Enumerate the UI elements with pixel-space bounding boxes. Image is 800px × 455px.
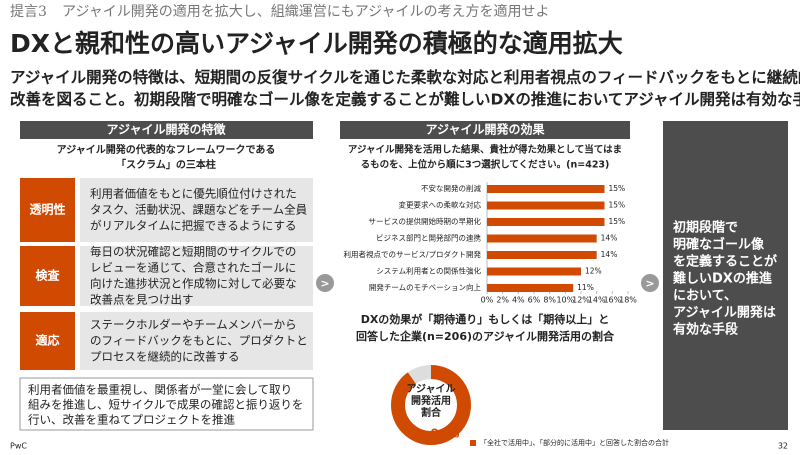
bar	[487, 185, 605, 193]
pillar-label: 検査	[35, 268, 60, 283]
value-label: 12%	[585, 267, 602, 276]
left-heading-bar	[20, 121, 313, 139]
bar	[487, 201, 605, 210]
conclusion-line: において、	[673, 289, 737, 304]
middle-heading: アジャイル開発の効果	[426, 122, 545, 137]
legend-swatch	[470, 440, 476, 446]
bar	[487, 267, 581, 276]
middle-heading-bar	[340, 121, 630, 139]
summary-line: 行い、改善を重ねてプロジェクトを推進	[28, 413, 235, 427]
donut-center-label: 割合	[421, 406, 442, 419]
lead-line: 改善を図ること。初期段階で明確なゴール像を定義することが難しいDXの推進において…	[10, 90, 800, 109]
pillar-text-box	[80, 246, 313, 306]
x-tick-label: 14%	[588, 296, 606, 305]
pillar-label: 適応	[35, 333, 59, 348]
conclusion-line: アジャイル開発は	[673, 305, 776, 321]
arrow-circle	[316, 274, 334, 292]
x-tick-label: 6%	[528, 296, 541, 305]
pillar-text: 向けた進捗状況と作成物に対して必要な	[90, 277, 297, 291]
pillar-text: ステークホルダーやチームメンバーから	[90, 318, 297, 332]
category-label: 不安な開発の削減	[421, 183, 481, 193]
pillar-label-box	[20, 246, 75, 306]
x-tick-label: 10%	[556, 296, 574, 305]
intro-line: アジャイル開発の代表的なフレームワークである	[57, 143, 276, 156]
pillar-text: プロセスを継続的に改善する	[90, 350, 240, 364]
pillar-text-box	[80, 178, 313, 242]
summary-box	[19, 377, 314, 431]
category-label: サービスの提供開始時期の早期化	[369, 216, 482, 226]
value-label: 14%	[601, 234, 618, 243]
x-tick-label: 12%	[572, 296, 590, 305]
conclusion-line: を定義することが	[673, 254, 777, 270]
conclusion-line: 難しいDXの推進	[673, 271, 772, 287]
chart-title: るものを、上位から順に3つ選択してください。(n=423)	[361, 159, 610, 171]
value-label: 15%	[609, 184, 626, 193]
kicker: 提言3	[10, 4, 47, 20]
category-label: 利用者視点でのサービス/プロダクト開発	[343, 249, 481, 259]
x-tick-label: 0%	[481, 296, 494, 305]
summary-line: 利用者価値を最重視し、関係者が一堂に会して取り	[28, 383, 292, 397]
category-label: 変更要求への柔軟な対応	[399, 200, 482, 210]
bar	[487, 234, 597, 243]
conclusion-line: 明確なゴール像	[673, 237, 765, 253]
category-label: システム利用者との関係性強化	[376, 266, 481, 276]
x-tick-label: 4%	[512, 296, 525, 305]
donut-center-label: アジャイル	[406, 383, 455, 395]
x-tick-label: 18%	[619, 296, 637, 305]
pillar-text: 毎日の状況確認と短期間のサイクルでの	[90, 245, 296, 259]
pillar-text: レビューを通じて、合意されたゴールに	[90, 261, 296, 275]
summary-line: 組みを推進し、短サイクルで成果の確認と振り返りを	[28, 398, 303, 412]
intro-line: 「スクラム」の三本柱	[116, 158, 216, 171]
pillar-label-box	[20, 178, 75, 242]
value-label: 14%	[601, 250, 618, 259]
bar	[487, 284, 574, 292]
pillar-text: 改善点を見つけ出す	[90, 293, 194, 307]
left-heading: アジャイル開発の特徴	[107, 122, 227, 137]
arrow: >	[320, 277, 329, 290]
chart-title: 回答した企業(n=206)のアジャイル開発活用の割合	[356, 329, 615, 343]
page-number: 32	[778, 442, 788, 451]
pillar-label: 透明性	[29, 202, 65, 217]
value-label: 11%	[577, 283, 594, 292]
pillar-text: がリアルタイムに把握できるようにする	[90, 219, 297, 233]
x-tick-label: 8%	[543, 296, 556, 305]
donut-segment	[391, 365, 471, 445]
conclusion-line: 有効な手段	[673, 322, 738, 338]
category-label: ビジネス部門と開発部門の連携	[376, 233, 481, 243]
legend-label: 「全社で活用中」、「部分的に活用中」と回答した割合の合計	[480, 438, 669, 447]
conclusion-box	[663, 121, 788, 430]
bar	[487, 251, 597, 259]
category-label: 開発チームのモチベーション向上	[369, 282, 482, 292]
lead-line: アジャイル開発の特徴は、短期間の反復サイクルを通じた柔軟な対応と利用者視点のフィ…	[10, 68, 800, 87]
donut-center-label: 開発活用	[411, 394, 451, 407]
pillar-text: のフィードバックをもとに、プロダクトと	[90, 334, 308, 348]
x-tick-label: 2%	[496, 296, 509, 305]
footer-brand: PwC	[10, 442, 27, 451]
chart-title: DXの効果が「期待通り」もしくは「期待以上」と	[361, 312, 610, 326]
chart-title: アジャイル開発を活用した結果、貴社が得た効果として当てはま	[348, 144, 622, 156]
arrow: >	[645, 277, 654, 290]
x-tick-label: 16%	[603, 296, 621, 305]
pillar-text: 利用者価値をもとに優先順位付けされた	[90, 187, 297, 201]
arrow-circle	[641, 274, 659, 292]
conclusion-line: 初期段階で	[673, 220, 738, 236]
bar	[487, 218, 605, 226]
value-label: 90%	[431, 427, 460, 441]
subtitle: アジャイル開発の適用を拡大し、組織運営にもアジャイルの考え方を適用せよ	[62, 3, 549, 20]
pillar-text-box	[80, 312, 313, 370]
value-label: 15%	[609, 201, 626, 210]
title: DXと親和性の高いアジャイル開発の積極的な適用拡大	[10, 29, 623, 58]
pillar-text: タスク、活動状況、課題などをチーム全員	[90, 203, 308, 217]
pillar-label-box	[20, 312, 75, 370]
value-label: 15%	[609, 217, 626, 226]
